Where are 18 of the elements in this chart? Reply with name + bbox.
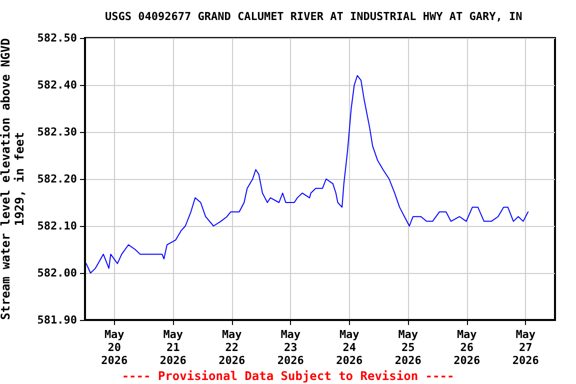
y-tick-label: 582.50: [37, 32, 77, 44]
chart-title: USGS 04092677 GRAND CALUMET RIVER AT INDUSTRIAL HWY AT GARY, IN: [105, 10, 522, 23]
x-tick-label: May 24 2026: [336, 328, 363, 367]
x-tick-label: May 26 2026: [454, 328, 480, 367]
y-tick-label: 582.00: [37, 266, 77, 280]
x-tick-label: May 27 2026: [512, 328, 540, 367]
y-tick-label: 582.20: [37, 172, 77, 186]
x-tick-label: May 22 2026: [218, 328, 246, 367]
y-tick-label: 582.10: [37, 220, 77, 232]
y-tick-label: 581.90: [37, 314, 77, 326]
y-tick-label: 582.30: [37, 126, 77, 138]
y-tick-label: 582.40: [37, 78, 77, 92]
x-tick-label: May 23 2026: [277, 328, 304, 367]
x-tick-label: May 20 2026: [101, 328, 128, 367]
text: ---- Provisional Data Subject to Revision ----: [122, 369, 454, 383]
line-series: [86, 75, 529, 274]
x-tick-label: May 21 2026: [160, 328, 187, 367]
x-tick-label: May 25 2026: [394, 328, 422, 367]
